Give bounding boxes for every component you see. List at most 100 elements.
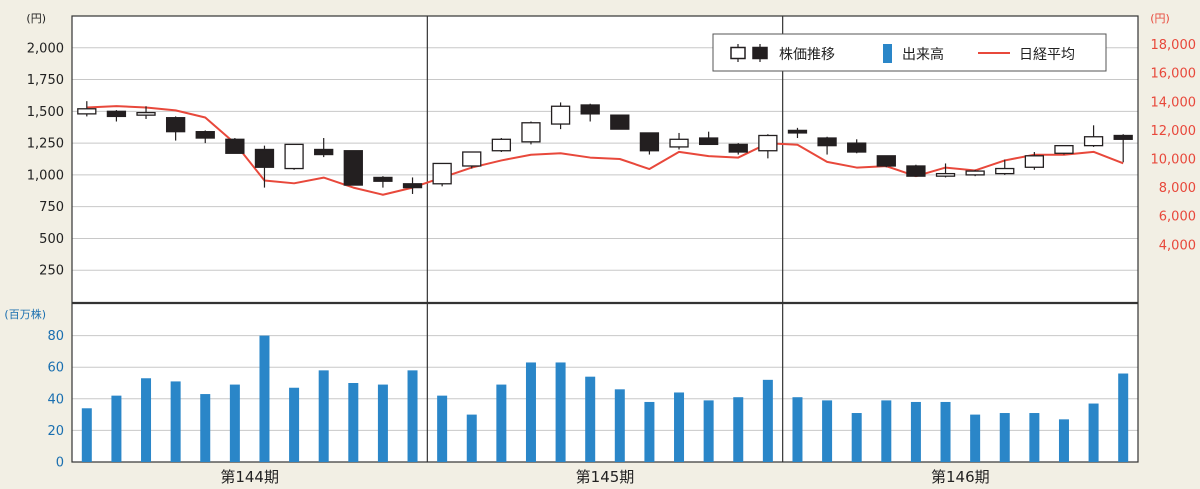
- nikkei-tick-label: 18,000: [1151, 38, 1197, 53]
- volume-bar: [200, 394, 211, 462]
- volume-bar: [733, 397, 744, 462]
- price-tick-label: 1,250: [27, 137, 64, 152]
- candle-body: [77, 108, 97, 115]
- candle: [343, 150, 363, 186]
- candle-body: [254, 148, 275, 168]
- nikkei-tick-label: 8,000: [1159, 181, 1196, 196]
- nikkei-series: [86, 105, 1124, 196]
- candle-body: [314, 148, 334, 156]
- price-tick-label: 250: [39, 264, 64, 279]
- volume-tick-label: 0: [56, 456, 64, 471]
- candle-body: [876, 155, 896, 167]
- candle: [462, 151, 482, 169]
- volume-bar: [496, 384, 507, 462]
- volume-bar: [940, 401, 951, 462]
- volume-bar: [229, 384, 240, 462]
- price-tick-label: 2,000: [27, 41, 64, 56]
- period-label: 第146期: [931, 468, 990, 486]
- volume-bar: [792, 397, 803, 462]
- volume-bar: [141, 378, 152, 462]
- candle: [1024, 152, 1045, 170]
- candle-body: [1113, 134, 1133, 140]
- candle: [1054, 145, 1074, 155]
- candle: [580, 103, 600, 122]
- candle: [550, 102, 571, 130]
- candle-body: [402, 183, 423, 189]
- volume-bar: [674, 392, 685, 462]
- candle-body: [225, 138, 245, 154]
- candle: [847, 139, 867, 154]
- candle: [1113, 134, 1133, 163]
- candle: [254, 145, 275, 188]
- volume-bar: [170, 381, 181, 462]
- candle-body: [1024, 155, 1045, 168]
- volume-bar: [1029, 413, 1040, 462]
- volume-unit-label: (百万株): [4, 307, 46, 321]
- candle-body: [817, 137, 837, 147]
- candle: [669, 132, 689, 150]
- candle-body: [728, 143, 748, 153]
- plot-border: [71, 15, 1139, 463]
- candle: [402, 177, 423, 194]
- candle: [106, 110, 127, 122]
- candle-body: [136, 111, 156, 116]
- volume-bar: [762, 379, 773, 462]
- legend: 株価推移 出来高 日経平均: [712, 33, 1107, 72]
- period-labels: 第144期 第145期 第146期: [220, 468, 989, 486]
- volume-tick-label: 80: [47, 329, 64, 344]
- nikkei-tick-label: 6,000: [1159, 210, 1196, 225]
- nikkei-tick-label: 14,000: [1151, 95, 1197, 110]
- price-tick-label: 1,500: [27, 105, 64, 120]
- volume-tick-label: 60: [47, 361, 64, 376]
- volume-bar: [377, 384, 388, 462]
- candle: [165, 116, 186, 141]
- legend-candle-icon: [730, 44, 768, 62]
- candle: [521, 121, 541, 145]
- legend-volume-label: 出来高: [902, 46, 944, 63]
- price-tick-label: 750: [39, 200, 64, 215]
- candle-body: [165, 117, 186, 133]
- volume-bar: [259, 335, 270, 462]
- legend-candle-label: 株価推移: [779, 47, 835, 63]
- candle: [373, 176, 393, 188]
- candle: [906, 164, 926, 177]
- volume-bar: [1118, 373, 1129, 462]
- volume-bar: [1058, 419, 1069, 462]
- volume-bar: [111, 395, 122, 462]
- candle: [284, 143, 304, 170]
- candle: [639, 132, 660, 155]
- volume-bar: [614, 389, 625, 462]
- candle: [876, 155, 896, 168]
- volume-bar: [881, 400, 892, 462]
- candlestick-series: [77, 101, 1133, 194]
- candle-body: [580, 104, 600, 115]
- volume-bar: [407, 370, 418, 462]
- candle-body: [935, 172, 956, 177]
- nikkei-tick-label: 12,000: [1151, 124, 1197, 139]
- price-tick-label: 500: [39, 232, 64, 247]
- candle: [136, 106, 156, 119]
- volume-bar: [81, 408, 92, 462]
- candle: [610, 114, 630, 130]
- candle: [995, 159, 1015, 175]
- candle-body: [284, 143, 304, 170]
- candle-body: [343, 150, 363, 186]
- candle: [758, 134, 778, 159]
- volume-bar: [999, 413, 1010, 462]
- volume-bar: [437, 395, 448, 462]
- candle-body: [550, 105, 571, 125]
- volume-bar: [318, 370, 329, 462]
- candle: [965, 169, 985, 177]
- candle: [698, 131, 719, 146]
- volume-bar: [851, 413, 862, 462]
- volume-bar: [525, 362, 536, 462]
- candle-body: [758, 134, 778, 152]
- candle: [314, 138, 334, 158]
- candle-body: [639, 132, 660, 152]
- volume-plot-area: [72, 304, 1138, 462]
- candle-body: [669, 138, 689, 148]
- legend-nikkei-label: 日経平均: [1019, 47, 1075, 63]
- period-label: 第145期: [576, 468, 635, 486]
